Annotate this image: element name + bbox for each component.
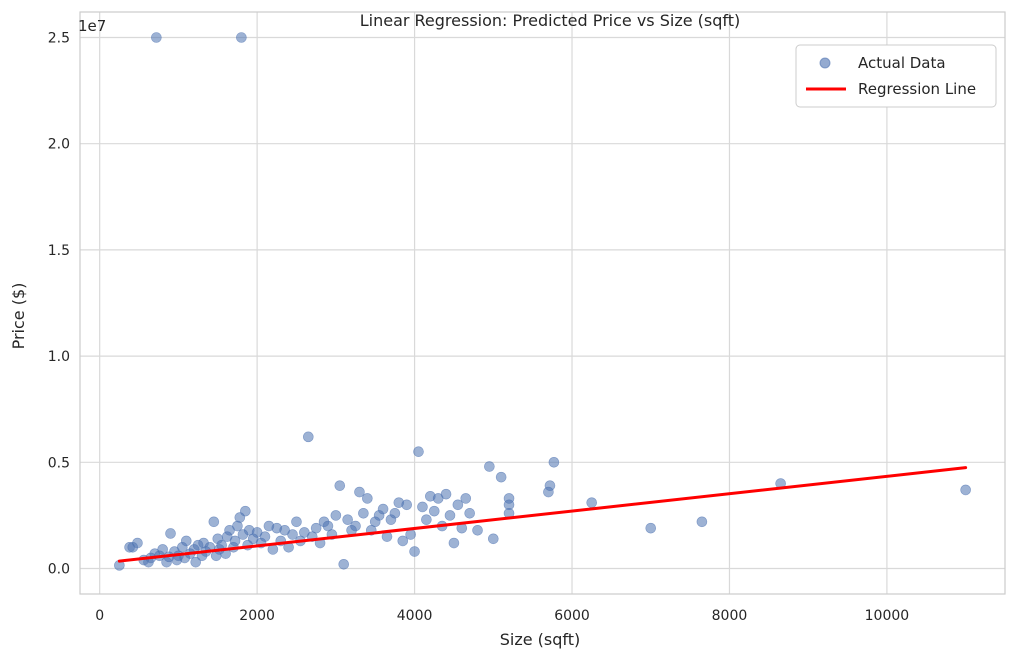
data-point (960, 484, 971, 496)
data-point (302, 431, 314, 443)
x-tick-labels: 0 2000 4000 6000 8000 10000 (95, 608, 909, 624)
data-point (548, 457, 560, 468)
y-tick-label: 1.0 (48, 349, 70, 365)
legend-marker-actual-data (819, 57, 831, 69)
data-point (495, 471, 507, 483)
x-tick-label: 10000 (865, 608, 910, 624)
data-point (487, 533, 499, 545)
data-point (165, 528, 176, 539)
data-point (586, 497, 598, 508)
x-axis-title: Size (sqft) (500, 630, 581, 649)
y-tick-labels: 0.0 0.5 1.0 1.5 2.0 2.5 (48, 30, 70, 577)
y-axis-title: Price ($) (9, 283, 28, 350)
regression-line (117, 466, 968, 563)
data-point (401, 499, 413, 511)
data-point (377, 503, 389, 515)
data-point (157, 544, 168, 555)
data-point (358, 507, 369, 519)
data-point (334, 480, 346, 491)
y-tick-label: 0.0 (48, 562, 70, 578)
plot-frame (79, 11, 1006, 595)
data-point (362, 493, 373, 504)
y-tick-label: 2.0 (48, 137, 70, 153)
data-point (421, 514, 432, 525)
regression-line-layer (117, 466, 968, 563)
data-point (696, 516, 708, 528)
data-point (428, 505, 440, 517)
plot-border (79, 11, 1006, 595)
data-point (310, 522, 322, 534)
data-point (259, 531, 271, 542)
data-point (287, 529, 298, 540)
x-tick-label: 6000 (554, 608, 590, 624)
data-point (440, 488, 452, 500)
legend-label-actual-data: Actual Data (858, 54, 946, 72)
y-tick-label: 0.5 (48, 455, 70, 471)
data-point (180, 535, 192, 547)
legend: Actual Data Regression Line (795, 44, 997, 108)
legend-box (795, 44, 997, 108)
data-point (460, 493, 472, 504)
data-point (448, 537, 460, 549)
data-point (354, 486, 365, 498)
x-tick-label: 2000 (239, 608, 275, 624)
grid (80, 12, 1005, 594)
data-point (350, 520, 361, 532)
data-point (151, 32, 162, 43)
y-tick-label: 2.5 (48, 30, 70, 46)
data-point (405, 529, 416, 540)
data-point (464, 507, 475, 519)
data-point (417, 501, 428, 513)
data-point (190, 556, 202, 568)
data-point (240, 505, 251, 517)
data-point (342, 514, 353, 525)
data-point (645, 522, 657, 534)
data-point (472, 524, 483, 536)
data-point (229, 535, 241, 547)
data-point (291, 516, 302, 528)
data-point (409, 546, 420, 557)
legend-label-regression-line: Regression Line (858, 80, 976, 98)
chart-title: Linear Regression: Predicted Price vs Si… (360, 11, 741, 30)
data-point (132, 537, 143, 549)
data-point (397, 535, 409, 547)
data-point (236, 32, 247, 43)
data-point (484, 461, 495, 472)
data-point (389, 507, 401, 519)
x-tick-label: 4000 (397, 608, 433, 624)
data-point (444, 510, 456, 521)
data-point (208, 516, 220, 528)
scatter-points (114, 32, 971, 571)
y-tick-label: 1.5 (48, 243, 70, 259)
y-offset-label: 1e7 (78, 17, 106, 35)
data-point (452, 499, 464, 511)
x-tick-label: 8000 (712, 608, 748, 624)
x-tick-label: 0 (95, 608, 104, 624)
data-point (330, 510, 342, 521)
data-point (544, 480, 556, 491)
data-point (338, 558, 350, 570)
data-point (413, 446, 424, 457)
